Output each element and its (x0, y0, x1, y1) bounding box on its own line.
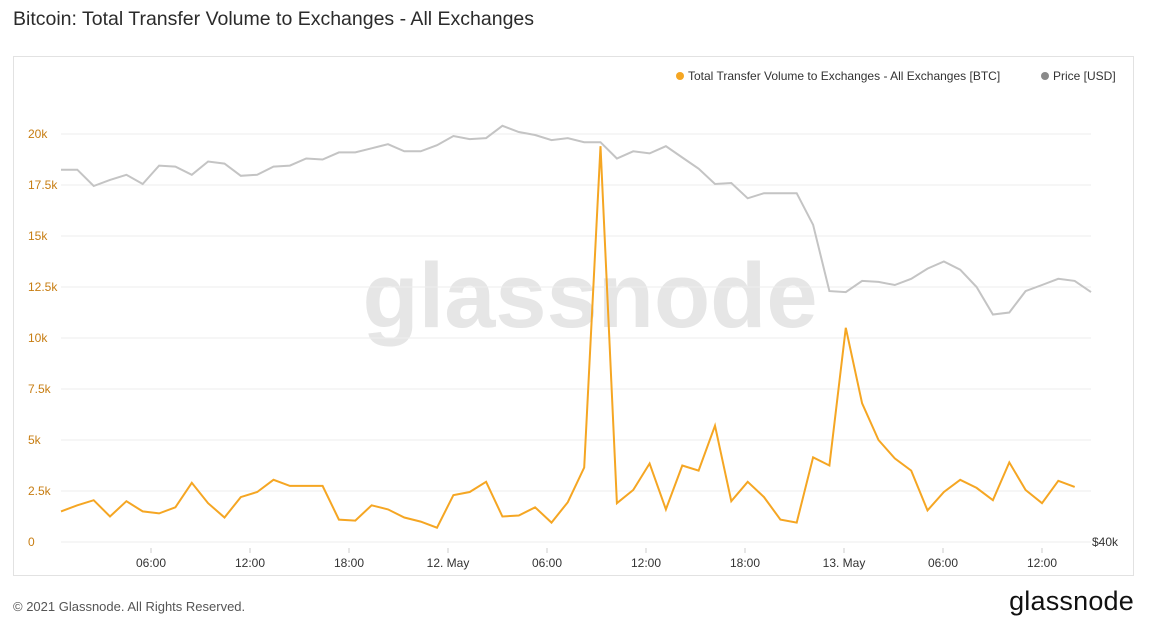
y-tick-label: 10k (28, 331, 48, 345)
legend-price-marker (1041, 72, 1049, 80)
legend-volume-label[interactable]: Total Transfer Volume to Exchanges - All… (688, 69, 1000, 83)
x-tick-label: 18:00 (730, 556, 760, 570)
x-tick-label: 06:00 (136, 556, 166, 570)
y-tick-label: 17.5k (28, 178, 58, 192)
x-tick-label: 12:00 (235, 556, 265, 570)
x-tick-label: 12. May (427, 556, 470, 570)
glassnode-logo[interactable]: glassnode (1009, 586, 1134, 616)
y-tick-label: 20k (28, 127, 48, 141)
legend-price-label[interactable]: Price [USD] (1053, 69, 1116, 83)
y-tick-label: 15k (28, 229, 48, 243)
y-tick-label: 2.5k (28, 484, 52, 498)
x-tick-label: 12:00 (631, 556, 661, 570)
y-axis-left: 0 2.5k 5k 7.5k 10k 12.5k 15k 17.5k 20k (28, 127, 58, 549)
y-tick-label: 5k (28, 433, 42, 447)
chart: glassnode 0 2.5k 5k 7.5k 10k 12.5k 15k 17.5k 20k… (28, 69, 1119, 570)
x-tick-label: 06:00 (532, 556, 562, 570)
y-right-tick: $40k (1092, 535, 1119, 549)
price-series-line (61, 124, 1092, 316)
copyright-footer: © 2021 Glassnode. All Rights Reserved. (13, 599, 246, 614)
y-tick-label: 0 (28, 535, 35, 549)
watermark: glassnode (362, 245, 817, 347)
y-tick-label: 12.5k (28, 280, 58, 294)
legend: Total Transfer Volume to Exchanges - All… (676, 69, 1116, 83)
x-axis: 06:00 12:00 18:00 12. May 06:00 12:00 18:00 13.… (136, 548, 1057, 570)
page-title: Bitcoin: Total Transfer Volume to Exchan… (13, 8, 535, 30)
legend-volume-marker (676, 72, 684, 80)
volume-series-line (60, 146, 1076, 529)
x-tick-label: 12:00 (1027, 556, 1057, 570)
x-tick-label: 13. May (823, 556, 866, 570)
chart-container: glassnode 0 2.5k 5k 7.5k 10k 12.5k 15k 17.5k 20k… (13, 56, 1134, 576)
grid (61, 133, 1091, 543)
x-tick-label: 06:00 (928, 556, 958, 570)
y-tick-label: 7.5k (28, 382, 52, 396)
x-tick-label: 18:00 (334, 556, 364, 570)
